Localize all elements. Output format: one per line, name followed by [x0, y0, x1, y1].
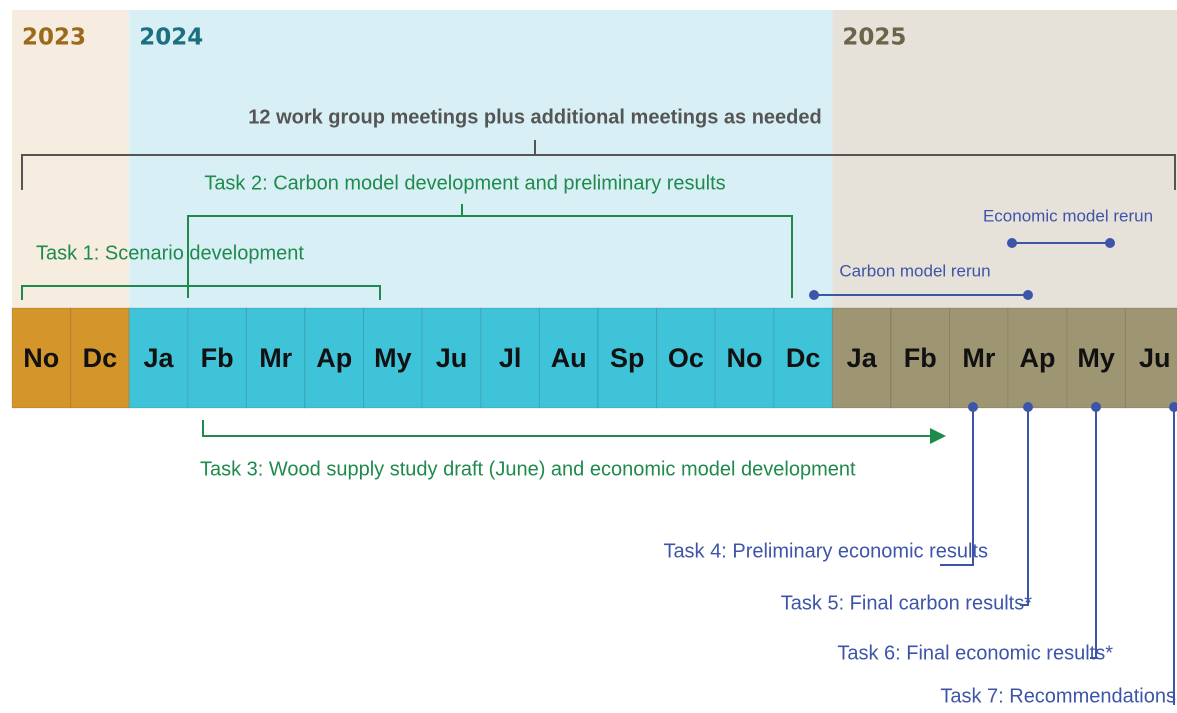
month-cell: [363, 307, 423, 409]
arrowhead: [930, 428, 946, 444]
month-cell: [890, 307, 951, 409]
month-label: Au: [551, 343, 587, 373]
month-label: Sp: [610, 343, 645, 373]
month-cell: [1066, 307, 1126, 409]
month-cell: [304, 307, 365, 409]
month-cell: [70, 307, 130, 409]
month-cell: [538, 307, 599, 409]
year-label: 2023: [22, 25, 86, 51]
month-cell: [597, 307, 658, 409]
month-label: No: [23, 343, 59, 373]
task5-label: Task 5: Final carbon results*: [781, 592, 1032, 614]
month-label: Ja: [847, 343, 878, 373]
meetings-bracket: [21, 140, 1176, 190]
economic-rerun: [1007, 238, 1115, 248]
task1-bracket: [21, 270, 381, 300]
carbon-rerun-label: Carbon model rerun: [839, 261, 990, 280]
meetings-label: 12 work group meetings plus additional m…: [248, 106, 821, 128]
task2-bracket: [187, 204, 793, 298]
month-cell: [128, 307, 189, 409]
month-label: No: [727, 343, 763, 373]
month-label: Ju: [1139, 343, 1171, 373]
year-label: 2025: [842, 25, 906, 51]
economic-rerun-label: Economic model rerun: [983, 206, 1153, 225]
month-label: My: [1077, 343, 1115, 373]
month-label: Oc: [668, 343, 704, 373]
month-label: Mr: [962, 343, 995, 373]
task3-label: Task 3: Wood supply study draft (June) a…: [200, 458, 856, 480]
month-cell: [1124, 307, 1177, 409]
month-cell: [421, 307, 482, 409]
year-band: [832, 10, 1177, 308]
year-band: [12, 10, 130, 308]
month-cell: [1007, 307, 1068, 409]
month-label: My: [374, 343, 412, 373]
month-cell: [480, 307, 540, 409]
month-cell: [187, 307, 247, 409]
task6-label: Task 6: Final economic results*: [837, 642, 1113, 664]
year-band: [129, 10, 833, 308]
month-label: Dc: [83, 343, 118, 373]
month-label: Dc: [786, 343, 821, 373]
month-cell: [949, 307, 1009, 409]
month-label: Fb: [201, 343, 234, 373]
year-label: 2024: [139, 25, 203, 51]
task3-arrow: [202, 420, 936, 437]
task1-label: Task 1: Scenario development: [36, 242, 304, 264]
month-label: Fb: [904, 343, 937, 373]
milestones: [940, 402, 1177, 705]
month-cell: [831, 307, 892, 409]
month-cell: [714, 307, 775, 409]
task4-label: Task 4: Preliminary economic results: [663, 540, 988, 562]
carbon-rerun: [809, 290, 1033, 300]
month-label: Mr: [259, 343, 292, 373]
month-label: Jl: [499, 343, 522, 373]
month-label: Ap: [1020, 343, 1056, 373]
task7-label: Task 7: Recommendations: [940, 685, 1176, 707]
month-cell: [773, 307, 833, 409]
month-cell: [656, 307, 716, 409]
month-cell: [245, 307, 306, 409]
month-label: Ja: [143, 343, 174, 373]
month-label: Ap: [316, 343, 352, 373]
task2-label: Task 2: Carbon model development and pre…: [204, 172, 725, 194]
month-label: Ju: [436, 343, 468, 373]
